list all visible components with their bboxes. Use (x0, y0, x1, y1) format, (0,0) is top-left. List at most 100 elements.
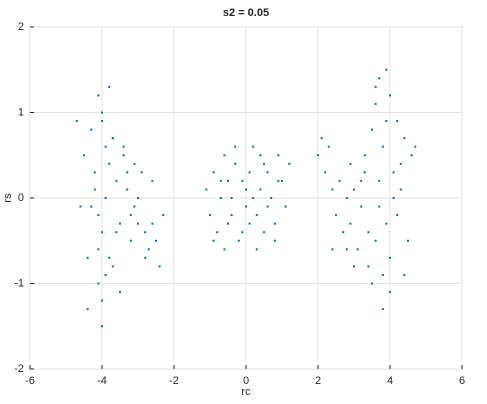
point (101, 325, 103, 328)
point (381, 273, 384, 276)
point (75, 120, 78, 123)
point (360, 179, 363, 182)
point (335, 214, 337, 217)
point (126, 171, 129, 174)
x-tick-label: 4 (387, 375, 393, 387)
point (133, 205, 136, 208)
point (101, 120, 103, 123)
point (378, 205, 381, 208)
point (396, 214, 399, 217)
point (241, 179, 244, 182)
point (263, 162, 265, 165)
point (93, 171, 96, 174)
point (331, 248, 334, 251)
point (219, 197, 222, 199)
point (101, 299, 103, 302)
point (378, 77, 381, 80)
x-tick-label: 2 (315, 375, 321, 387)
x-tick-label: -6 (25, 375, 35, 387)
point (234, 145, 237, 148)
point (259, 188, 262, 191)
point (227, 179, 229, 182)
point (101, 231, 103, 234)
point (230, 197, 233, 199)
point (255, 214, 258, 217)
point (97, 214, 100, 217)
point (86, 308, 89, 311)
point (252, 145, 255, 148)
point (389, 256, 391, 259)
point (252, 197, 255, 199)
point (79, 205, 82, 208)
point (266, 171, 269, 174)
point (104, 273, 107, 276)
point (331, 188, 334, 191)
point (129, 239, 132, 242)
point (83, 154, 85, 157)
point (396, 120, 399, 123)
point (353, 188, 355, 191)
point (381, 308, 384, 311)
point (129, 214, 132, 217)
point (374, 85, 377, 88)
y-tick-label: 1 (18, 106, 24, 118)
point (392, 171, 395, 174)
point (407, 239, 409, 242)
point (122, 145, 125, 148)
point (245, 188, 247, 191)
point (97, 282, 100, 285)
point (255, 248, 258, 251)
point (273, 222, 276, 225)
point (399, 162, 402, 165)
point (266, 205, 269, 208)
point (216, 231, 219, 234)
y-tick-label: -1 (14, 277, 24, 289)
point (144, 256, 147, 259)
point (317, 154, 319, 157)
point (367, 231, 370, 234)
point (273, 239, 276, 242)
point (385, 120, 388, 123)
y-axis-label: rs (2, 193, 14, 203)
point (237, 239, 240, 242)
x-axis-label: rc (241, 386, 251, 398)
point (389, 291, 391, 294)
point (111, 137, 114, 140)
point (403, 137, 406, 140)
point (115, 231, 118, 234)
point (93, 188, 96, 191)
point (104, 197, 107, 199)
point (374, 239, 377, 242)
point (324, 171, 327, 174)
point (155, 239, 157, 242)
point (111, 265, 114, 268)
x-tick-label: -4 (97, 375, 107, 387)
point (97, 248, 100, 251)
point (349, 222, 352, 225)
point (277, 154, 280, 157)
point (158, 265, 161, 268)
point (90, 205, 93, 208)
point (205, 188, 208, 191)
point (219, 179, 222, 182)
point (259, 154, 262, 157)
point (212, 171, 215, 174)
point (378, 179, 381, 182)
point (263, 231, 265, 234)
point (342, 231, 345, 234)
chart-title: s2 = 0.05 (223, 7, 269, 19)
point (97, 94, 100, 97)
point (414, 145, 417, 148)
y-tick-label: 0 (18, 192, 24, 204)
point (410, 154, 413, 157)
y-tick-label: 2 (18, 21, 24, 33)
point (270, 197, 273, 199)
point (389, 94, 391, 97)
point (212, 239, 215, 242)
point (108, 256, 111, 259)
point (345, 248, 348, 251)
point (144, 231, 147, 234)
point (119, 291, 121, 294)
point (126, 188, 129, 191)
point (338, 179, 341, 182)
